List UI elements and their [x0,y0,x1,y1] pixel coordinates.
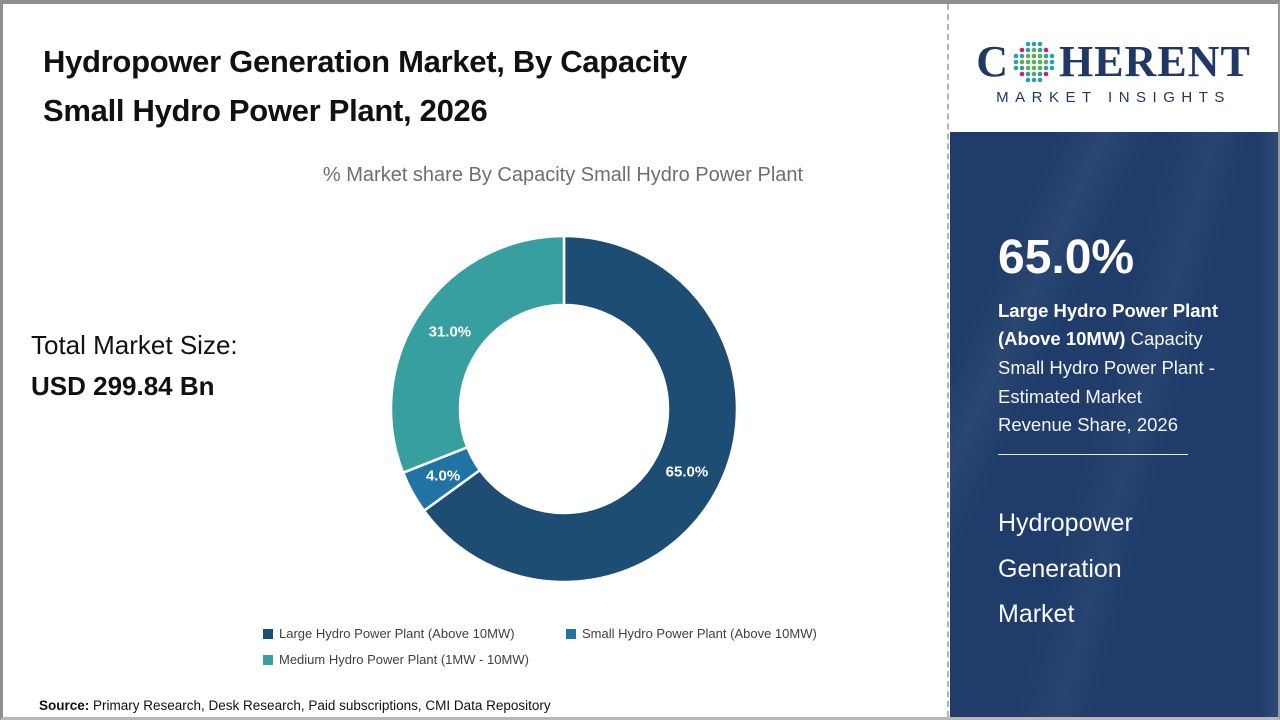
page-title-line2: Small Hydro Power Plant, 2026 [43,92,488,128]
globe-dot [1037,47,1043,52]
total-market-size-block: Total Market Size: USD 299.84 Bn [31,330,238,402]
page-title-line1: Hydropower Generation Market, By Capacit… [43,44,688,79]
slice-data-label: 4.0% [426,467,460,484]
company-logo: C HERENT MARKET INSIGHTS [949,4,1278,132]
globe-dot [1019,71,1025,76]
globe-dot [1013,65,1019,70]
globe-dot [1019,53,1025,58]
source-text: Primary Research, Desk Research, Paid su… [89,698,551,713]
globe-dot [1049,53,1055,58]
legend-item: Small Hydro Power Plant (Above 10MW) [566,626,869,641]
donut-slice [389,234,566,474]
legend-marker [566,628,576,639]
globe-dot [1025,71,1031,76]
legend-marker [263,628,273,639]
highlight-stat-segment-bold: Large Hydro Power Plant (Above 10MW) [998,299,1218,350]
globe-dot [1037,59,1043,64]
globe-dot [1019,65,1025,70]
globe-dot [1037,65,1043,70]
globe-dot [1013,53,1019,58]
globe-dot [1031,47,1037,52]
highlight-stat-segment-rest: Capacity Small Hydro Power Plant - Estim… [998,328,1215,436]
source-label: Source: [39,698,90,713]
globe-dot [1019,59,1025,64]
globe-dot [1031,71,1037,76]
globe-dot [1025,77,1031,82]
page-title: Hydropower Generation Market, By Capacit… [43,38,923,136]
source-note: Source: Primary Research, Desk Research,… [39,698,551,713]
logo-letter-c: C [976,36,1009,86]
globe-dot [1043,71,1049,76]
donut-chart: 65.0% 4.0% 31.0% [389,234,739,584]
globe-dot [1031,53,1037,58]
market-name: Hydropower Generation Market [998,509,1133,629]
logo-wordmark: C HERENT [976,39,1251,85]
slice-data-label: 31.0% [429,323,472,340]
globe-dot [1049,59,1055,64]
highlight-stat-description: Large Hydro Power Plant (Above 10MW) Cap… [998,297,1220,440]
globe-dot [1031,41,1037,46]
legend-item: Large Hydro Power Plant (Above 10MW) [263,626,566,641]
globe-dots-icon [1013,41,1055,82]
total-market-size-value: USD 299.84 Bn [31,371,215,401]
globe-dot [1043,65,1049,70]
logo-word-rest: HERENT [1058,36,1251,86]
total-market-size-label: Total Market Size: [31,330,238,360]
chart-subtitle: % Market share By Capacity Small Hydro P… [322,164,804,186]
globe-dot [1025,47,1031,52]
globe-dot [1025,53,1031,58]
globe-dot [1043,53,1049,58]
stat-underline-divider [998,454,1188,456]
highlight-stat-value: 65.0% [998,231,1135,284]
highlight-panel: 65.0% Large Hydro Power Plant (Above 10M… [950,132,1278,717]
globe-dot [1031,65,1037,70]
globe-dot [1031,77,1037,82]
chart-legend: Large Hydro Power Plant (Above 10MW) Smal… [263,626,903,678]
logo-subtitle: MARKET INSIGHTS [996,88,1231,106]
globe-dot [1031,59,1037,64]
legend-label: Small Hydro Power Plant (Above 10MW) [582,626,817,641]
legend-row: Large Hydro Power Plant (Above 10MW) Smal… [263,626,903,641]
donut-slice [422,234,739,584]
globe-dot [1025,65,1031,70]
globe-dot [1019,47,1025,52]
legend-item: Medium Hydro Power Plant (1MW - 10MW) [263,652,566,667]
legend-row: Medium Hydro Power Plant (1MW - 10MW) [263,652,903,667]
globe-dot [1043,59,1049,64]
legend-label: Medium Hydro Power Plant (1MW - 10MW) [279,652,529,667]
globe-dot [1037,77,1043,82]
slice-data-label: 65.0% [666,464,709,481]
globe-dot [1043,47,1049,52]
globe-dot [1025,59,1031,64]
legend-marker [263,654,273,665]
globe-dot [1037,71,1043,76]
globe-dot [1025,41,1031,46]
brand-panel: C HERENT MARKET INSIGHTS 65.0% Large Hyd… [947,4,1278,717]
globe-dot [1037,53,1043,58]
globe-dot [1037,41,1043,46]
globe-dot [1049,65,1055,70]
globe-dot [1013,59,1019,64]
legend-label: Large Hydro Power Plant (Above 10MW) [279,626,515,641]
